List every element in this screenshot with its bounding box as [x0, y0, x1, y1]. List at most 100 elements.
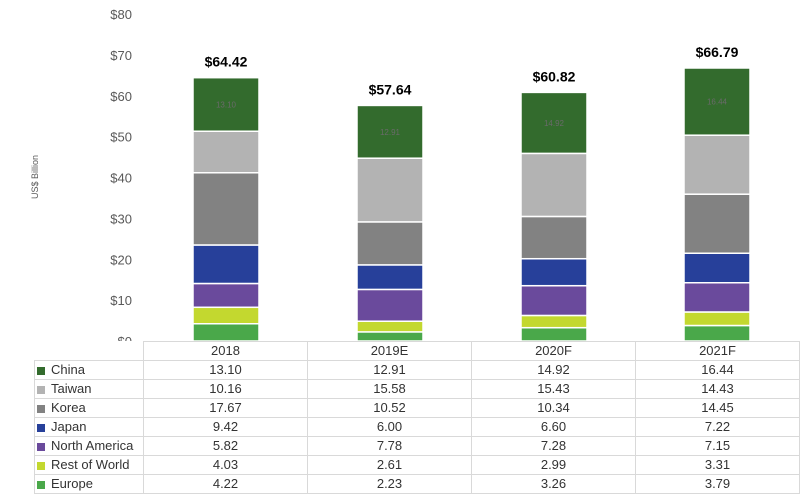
bar-segment-label: 14.92: [544, 119, 565, 128]
bars: 13.10 12.91 14.92 16.44: [192, 67, 751, 341]
table-cell: 7.28: [471, 436, 636, 456]
table-cell: 14.92: [471, 360, 636, 380]
table-cell: 7.22: [635, 417, 800, 437]
bar-segment-europe: [683, 324, 751, 341]
table-column-header: 2018: [143, 341, 308, 361]
table-corner-cell: [34, 341, 144, 361]
stacked-bar-chart: US$ Billion $0 $10 $20 $30 $40 $50 $60 $70 $80 1…: [30, 7, 751, 341]
y-tick-label: $0: [118, 334, 132, 341]
table-cell: 4.03: [143, 455, 308, 475]
bar-segment-japan: [520, 257, 588, 287]
table-column-header: 2021F: [635, 341, 800, 361]
table-cell: 3.79: [635, 474, 800, 494]
table-row: Rest of World 4.03 2.61 2.99 3.31: [34, 455, 800, 475]
bar-segment-rest-of-world: [520, 314, 588, 329]
bar-total-label: $64.42: [205, 54, 248, 70]
bar-segment-rest-of-world: [192, 306, 260, 325]
table-column-header: 2020F: [471, 341, 636, 361]
bar-segment-taiwan: [683, 134, 751, 195]
bar-segment-japan: [356, 264, 424, 291]
table-header-row: 2018 2019E 2020F 2021F: [34, 341, 800, 361]
data-table: 2018 2019E 2020F 2021F China 13.10 12.91 14.92 1…: [34, 341, 800, 494]
table-cell: 10.34: [471, 398, 636, 418]
y-axis-ticks: $0 $10 $20 $30 $40 $50 $60 $70 $80: [110, 7, 132, 341]
table-row: Taiwan 10.16 15.58 15.43 14.43: [34, 379, 800, 399]
legend-label: Taiwan: [51, 381, 92, 396]
bar-segment-label: 13.10: [216, 100, 237, 109]
legend-swatch: [37, 385, 45, 394]
table-cell: 10.52: [307, 398, 472, 418]
table-row: Europe 4.22 2.23 3.26 3.79: [34, 474, 800, 494]
bar-segment-label: 16.44: [707, 98, 728, 107]
table-cell: 17.67: [143, 398, 308, 418]
bar-segment-europe: [192, 323, 260, 341]
table-cell: 12.91: [307, 360, 472, 380]
y-tick-label: $50: [110, 130, 132, 145]
legend-entry: China: [34, 360, 144, 380]
legend-swatch: [37, 442, 45, 451]
table-row: Korea 17.67 10.52 10.34 14.45: [34, 398, 800, 418]
legend-entry: Taiwan: [34, 379, 144, 399]
table-cell: 14.43: [635, 379, 800, 399]
y-tick-label: $20: [110, 252, 132, 267]
bar-segment-korea: [683, 193, 751, 254]
bar-segment-taiwan: [520, 152, 588, 218]
legend-label: North America: [51, 438, 134, 453]
total-labels: $64.42 $57.64 $60.82 $66.79: [205, 44, 739, 97]
table-cell: 15.43: [471, 379, 636, 399]
y-axis-label: US$ Billion: [30, 155, 40, 199]
table-row: Japan 9.42 6.00 6.60 7.22: [34, 417, 800, 437]
legend-entry: North America: [34, 436, 144, 456]
bar-segment-label: 12.91: [380, 128, 401, 137]
table-row: China 13.10 12.91 14.92 16.44: [34, 360, 800, 380]
table-cell: 16.44: [635, 360, 800, 380]
bar-segment-korea: [192, 172, 260, 246]
legend-label: China: [51, 362, 85, 377]
legend-swatch: [37, 366, 45, 375]
table-column-header: 2019E: [307, 341, 472, 361]
y-tick-label: $70: [110, 48, 132, 63]
table-cell: 14.45: [635, 398, 800, 418]
table-cell: 9.42: [143, 417, 308, 437]
table-cell: 15.58: [307, 379, 472, 399]
table-cell: 6.00: [307, 417, 472, 437]
bar-segment-rest-of-world: [683, 311, 751, 327]
table-cell: 2.61: [307, 455, 472, 475]
bar-segment-korea: [356, 221, 424, 266]
legend-label: Korea: [51, 400, 86, 415]
legend-swatch: [37, 404, 45, 413]
legend-swatch: [37, 423, 45, 432]
table-cell: 5.82: [143, 436, 308, 456]
bar-segment-north-america: [520, 284, 588, 317]
bar-segment-japan: [192, 244, 260, 285]
table-cell: 7.78: [307, 436, 472, 456]
y-tick-label: $60: [110, 89, 132, 104]
table-cell: 10.16: [143, 379, 308, 399]
y-tick-label: $40: [110, 171, 132, 186]
bar-segment-korea: [520, 215, 588, 260]
bar-segment-rest-of-world: [356, 320, 424, 333]
y-tick-label: $10: [110, 293, 132, 308]
legend-entry: Korea: [34, 398, 144, 418]
bar-segment-north-america: [683, 282, 751, 313]
table-cell: 2.23: [307, 474, 472, 494]
table-cell: 13.10: [143, 360, 308, 380]
table-cell: 4.22: [143, 474, 308, 494]
bar-total-label: $66.79: [696, 44, 739, 60]
bar-segment-china: [356, 104, 424, 159]
table-cell: 3.31: [635, 455, 800, 475]
legend-entry: Europe: [34, 474, 144, 494]
bar-segment-japan: [683, 252, 751, 284]
bar-total-label: $60.82: [533, 68, 576, 84]
bar-segment-china: [683, 67, 751, 136]
table-cell: 2.99: [471, 455, 636, 475]
legend-swatch: [37, 461, 45, 470]
legend-entry: Rest of World: [34, 455, 144, 475]
table-cell: 3.26: [471, 474, 636, 494]
table-cell: 6.60: [471, 417, 636, 437]
legend-swatch: [37, 480, 45, 489]
bar-segment-china: [520, 91, 588, 155]
bar-segment-china: [192, 76, 260, 132]
bar-total-label: $57.64: [369, 81, 412, 97]
table-row: North America 5.82 7.78 7.28 7.15: [34, 436, 800, 456]
